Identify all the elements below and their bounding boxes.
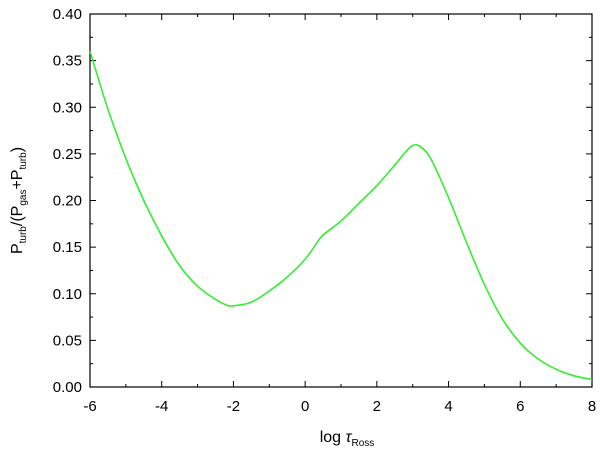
x-tick-label: -4 (155, 398, 168, 415)
x-tick-label: 6 (516, 398, 524, 415)
y-tick-label: 0.15 (53, 239, 82, 256)
y-tick-label: 0.00 (53, 379, 82, 396)
x-axis-label: log τRoss (320, 429, 375, 449)
x-tick-label: 8 (588, 398, 596, 415)
x-tick-label: -2 (227, 398, 240, 415)
plot-border (89, 13, 593, 388)
y-tick-label: 0.35 (53, 53, 82, 70)
x-tick-label: 0 (301, 398, 309, 415)
y-axis: 0.00 0.05 0.10 0.15 0.20 0.25 0.30 0.35 0.40 (53, 6, 592, 396)
series-layer (89, 51, 593, 381)
y-tick-label: 0.30 (53, 99, 82, 116)
y-tick-label: 0.40 (53, 6, 82, 23)
y-tick-label: 0.10 (53, 286, 82, 303)
y-axis-label: Pturb/(Pgas+Pturb) (9, 147, 29, 254)
y-tick-label: 0.05 (53, 332, 82, 349)
x-axis: -6 -4 -2 0 2 4 6 8 (83, 14, 596, 415)
plot-frame (89, 13, 593, 388)
x-tick-label: -6 (83, 398, 96, 415)
x-tick-label: 4 (444, 398, 452, 415)
y-tick-label: 0.25 (53, 146, 82, 163)
y-tick-label: 0.20 (53, 193, 82, 210)
x-tick-label: 2 (373, 398, 381, 415)
series-line (89, 51, 593, 381)
